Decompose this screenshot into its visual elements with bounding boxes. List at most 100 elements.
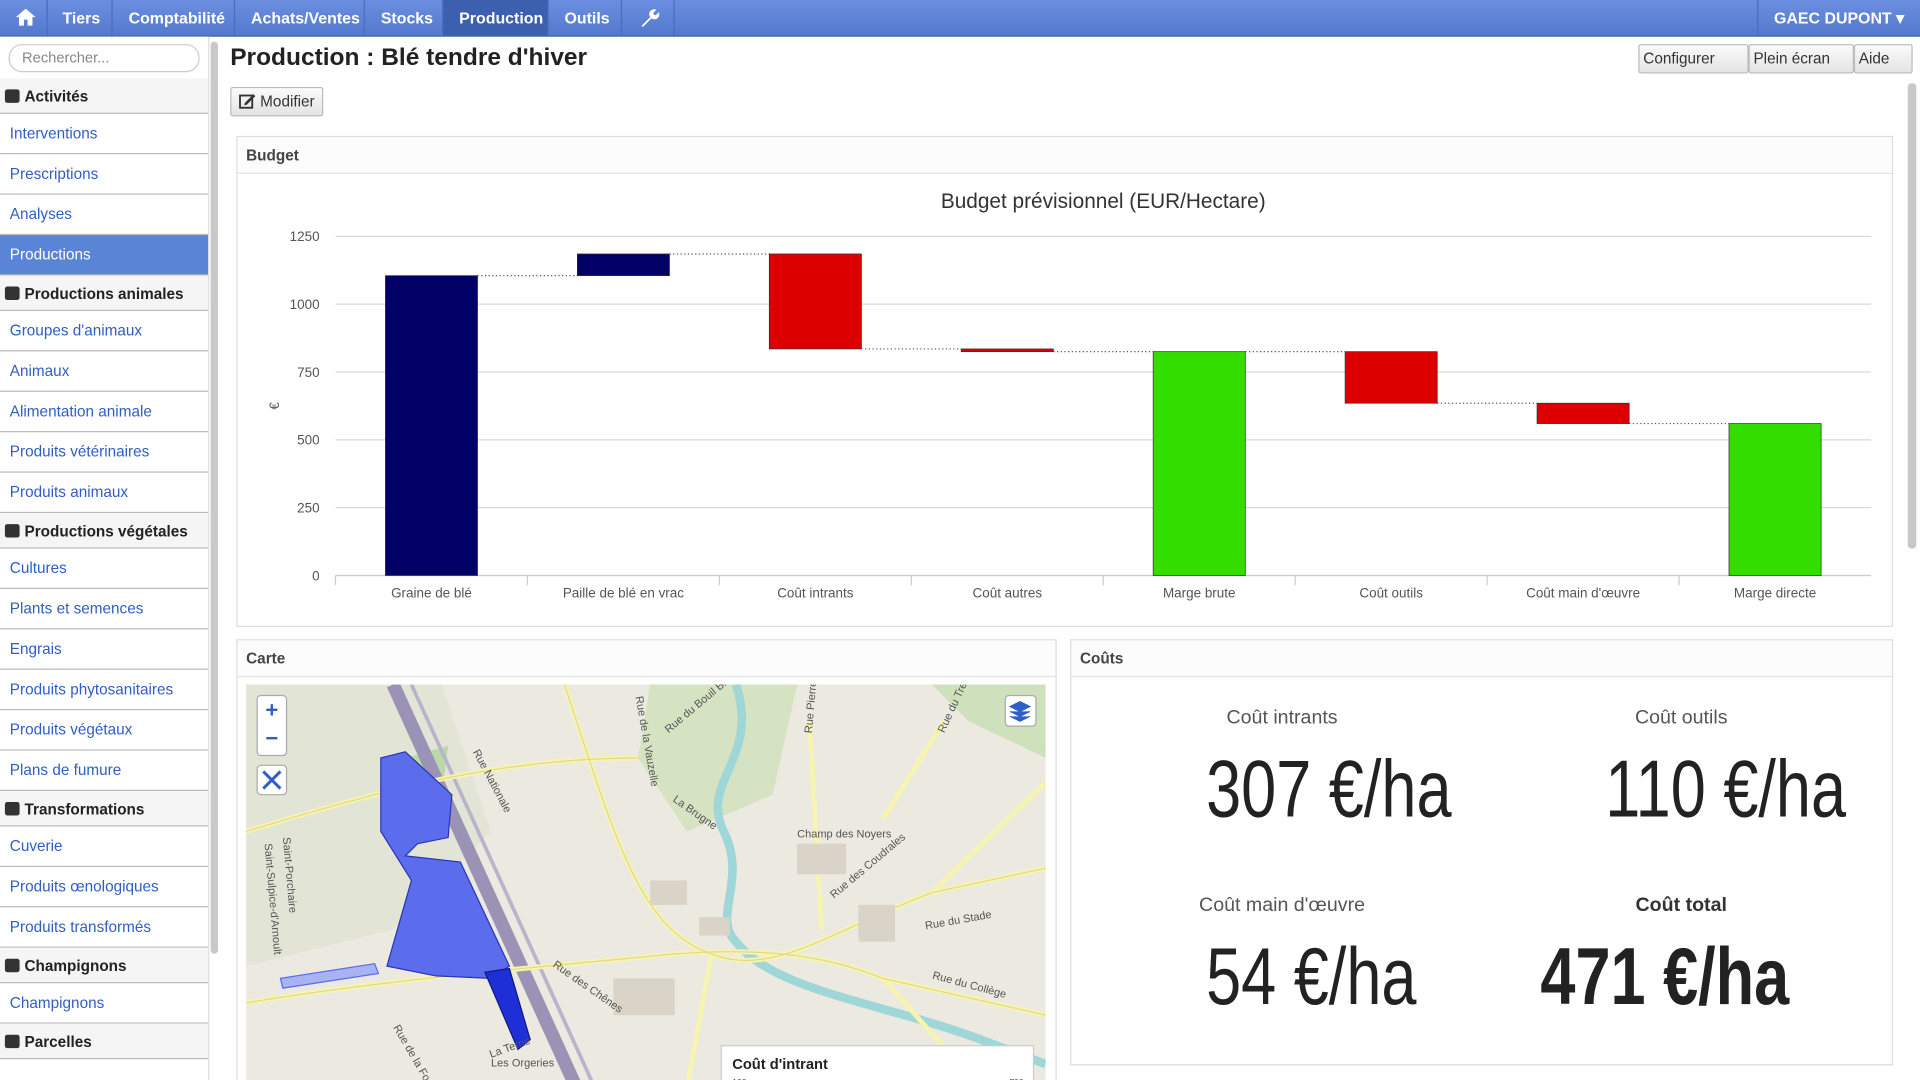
section-icon xyxy=(4,1034,20,1049)
legend-min: 100 xyxy=(732,1077,747,1080)
page-title: Production : Blé tendre d'hiver xyxy=(230,44,588,72)
zoom-out[interactable]: − xyxy=(265,726,278,751)
y-tick-label: 1000 xyxy=(290,297,320,312)
section-title: Champignons xyxy=(0,947,209,984)
menu-item[interactable]: Plans de fumure xyxy=(0,751,209,792)
bar xyxy=(385,275,478,576)
header-button[interactable]: Plein écran xyxy=(1748,44,1854,74)
section-icon xyxy=(4,524,20,538)
edit-button[interactable]: Modifier xyxy=(230,86,324,117)
edit-label: Modifier xyxy=(260,93,315,111)
x-tick-label: Coût intrants xyxy=(777,586,854,601)
menu-item[interactable]: Alimentation animale xyxy=(0,392,209,433)
button-label: Plein écran xyxy=(1753,50,1831,68)
cost-label: Coût intrants xyxy=(1226,707,1338,729)
cost-value: 471 €/ha xyxy=(1540,930,1790,1022)
menu-item[interactable]: Cultures xyxy=(0,549,209,589)
section-label: Transformations xyxy=(24,800,145,818)
section-label: Productions végétales xyxy=(24,522,188,540)
budget-panel: Budget Budget prévisionnel (EUR/Hectare)… xyxy=(236,135,1894,627)
menu-item[interactable]: Interventions xyxy=(0,114,209,155)
nav-item[interactable]: Comptabilité xyxy=(113,0,236,36)
zoom-controls: + − xyxy=(256,694,1037,796)
street-label: Champ des Noyers xyxy=(797,829,892,841)
menu-item[interactable]: Groupes d'animaux xyxy=(0,311,209,352)
bar xyxy=(1152,351,1246,576)
header-button[interactable]: Configurer xyxy=(1638,44,1749,74)
edit-icon xyxy=(239,94,256,109)
menu-item[interactable]: Produits phytosanitaires xyxy=(0,670,209,711)
menu-item[interactable]: Plants et semences xyxy=(0,589,209,630)
menu-item[interactable]: Cuverie xyxy=(0,827,209,867)
menu-item[interactable]: Productions xyxy=(0,235,209,276)
menu-item[interactable]: Produits animaux xyxy=(0,473,209,514)
search-input[interactable]: Rechercher... xyxy=(8,44,200,73)
top-nav: Tiers Comptabilité Achats/Ventes Stocks Prod… xyxy=(0,0,1920,37)
legend-max: 700 xyxy=(1009,1077,1024,1080)
menu-item[interactable]: Produits œnologiques xyxy=(0,867,209,908)
nav-item[interactable]: Stocks xyxy=(365,0,444,36)
map-panel: Carte + − xyxy=(236,639,1057,1080)
panel-title: Coûts xyxy=(1071,640,1892,678)
tools-button[interactable] xyxy=(622,0,675,36)
chart-title: Budget prévisionnel (EUR/Hectare) xyxy=(941,190,1266,213)
section-title: Productions végétales xyxy=(0,513,209,549)
nav-item[interactable]: Tiers xyxy=(47,0,113,36)
home-icon xyxy=(15,8,36,26)
menu-item[interactable]: Prescriptions xyxy=(0,154,209,195)
y-tick-label: 250 xyxy=(297,501,319,516)
menu-item[interactable]: Engrais xyxy=(0,629,209,670)
section-title: Productions animales xyxy=(0,275,209,312)
menu-item[interactable]: Produits transformés xyxy=(0,907,209,948)
home-button[interactable] xyxy=(0,0,48,36)
y-tick-label: 750 xyxy=(297,365,319,380)
header-button[interactable]: Aide xyxy=(1853,44,1913,74)
budget-chart: Budget prévisionnel (EUR/Hectare) €0 250 50… xyxy=(267,190,1872,601)
cost-value: 54 €/ha xyxy=(1206,930,1417,1022)
bar xyxy=(576,253,670,277)
y-tick-label: 1250 xyxy=(290,229,320,244)
street-label: Les Orgeries xyxy=(491,1058,555,1070)
account-name: GAEC DUPONT xyxy=(1774,8,1892,27)
x-tick-label: Marge brute xyxy=(1163,586,1236,601)
button-label: Configurer xyxy=(1643,50,1715,68)
main-scrollbar[interactable] xyxy=(1907,83,1917,549)
bar xyxy=(768,253,862,350)
sidebar-menu: Activités Interventions Prescriptions Analy… xyxy=(0,78,209,1060)
section-icon xyxy=(4,958,20,973)
cost-value: 110 €/ha xyxy=(1605,743,1847,834)
menu-item[interactable]: Produits végétaux xyxy=(0,710,209,751)
y-tick-label: 500 xyxy=(297,433,319,448)
x-tick-label: Coût main d'œuvre xyxy=(1526,586,1640,601)
panel-title: Carte xyxy=(237,640,1056,678)
account-menu[interactable]: GAEC DUPONT ▾ xyxy=(1756,0,1920,36)
x-tick-label: Marge directe xyxy=(1734,586,1816,601)
bar xyxy=(960,348,1054,353)
section-label: Activités xyxy=(24,88,89,106)
nav-item[interactable]: Achats/Ventes xyxy=(235,0,365,36)
zoom-in[interactable]: + xyxy=(265,698,278,723)
menu-item[interactable]: Champignons xyxy=(0,983,209,1024)
cost-label: Coût outils xyxy=(1634,707,1728,729)
section-title: Parcelles xyxy=(0,1023,209,1060)
legend-title: Coût d'intrant xyxy=(732,1057,828,1073)
map[interactable]: + − Rue Nationale Rue de la Vauzelle Rue d… xyxy=(246,684,1046,1080)
costs-panel: Coûts Coût intrants 307 €/ha Coût outils 11… xyxy=(1070,639,1894,1066)
nav-item[interactable]: Production xyxy=(443,0,549,36)
menu-item[interactable]: Animaux xyxy=(0,351,209,392)
section-icon xyxy=(4,286,20,300)
y-axis-label: € xyxy=(267,402,282,410)
section-label: Parcelles xyxy=(24,1033,92,1051)
bar xyxy=(1344,351,1438,404)
panel-title: Budget xyxy=(237,137,1892,174)
menu-item[interactable]: Analyses xyxy=(0,195,209,236)
nav-item[interactable]: Outils xyxy=(549,0,623,36)
x-tick-label: Graine de blé xyxy=(391,586,472,601)
sidebar-scrollbar[interactable] xyxy=(210,41,218,954)
menu-item[interactable]: Produits vétérinaires xyxy=(0,432,209,473)
sidebar: Rechercher... Activités Interventions Pres… xyxy=(0,36,210,1080)
x-tick-label: Coût outils xyxy=(1359,586,1423,601)
bar xyxy=(1728,423,1822,576)
